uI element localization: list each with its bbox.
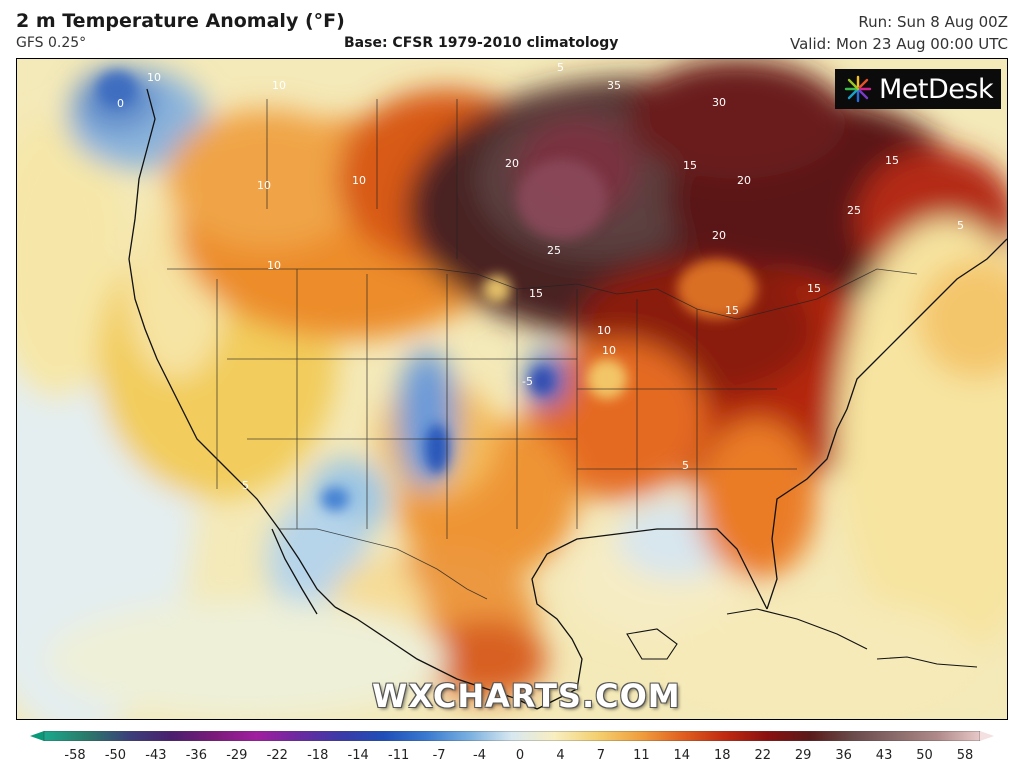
colorbar-gradient — [43, 731, 981, 741]
contour-label: 15 — [683, 159, 697, 172]
colorbar-tick-label: -58 — [64, 748, 86, 763]
colorbar-tick-label: -22 — [266, 748, 288, 763]
contour-label: 10 — [602, 344, 616, 357]
contour-label: 35 — [607, 79, 621, 92]
chart-title: 2 m Temperature Anomaly (°F) — [16, 10, 345, 32]
colorbar-tick-label: 14 — [673, 748, 691, 763]
contour-label: 25 — [847, 204, 861, 217]
colorbar-tick-label: 29 — [794, 748, 812, 763]
contour-label: 20 — [737, 174, 751, 187]
metdesk-logo-text: MetDesk — [879, 73, 994, 105]
contour-label: 10 — [257, 179, 271, 192]
contour-label: 30 — [712, 96, 726, 109]
contour-label: 20 — [712, 229, 726, 242]
wxcharts-watermark: WXCHARTS.COM — [372, 677, 681, 715]
colorbar-tick-label: -18 — [307, 748, 329, 763]
valid-time-label: Valid: Mon 23 Aug 00:00 UTC — [789, 35, 1008, 53]
colorbar-tick-label: -36 — [185, 748, 207, 763]
contour-label: 15 — [807, 282, 821, 295]
colorbar-tick-label: 43 — [875, 748, 893, 763]
colorbar-tick-label: 18 — [713, 748, 731, 763]
contour-label: 5 — [682, 459, 689, 472]
colorbar-tick-label: -29 — [226, 748, 248, 763]
anomaly-map: 10 10 10 10 10 10 10 15 15 15 15 15 20 2… — [16, 58, 1008, 720]
colorbar-left-arrow — [30, 731, 44, 741]
metdesk-burst-icon — [844, 75, 872, 103]
contour-label: -5 — [522, 375, 533, 388]
colorbar-right-arrow — [980, 731, 994, 741]
contour-label: 10 — [352, 174, 366, 187]
anomaly-map-canvas: 10 10 10 10 10 10 10 15 15 15 15 15 20 2… — [17, 59, 1007, 719]
climatology-base-label: Base: CFSR 1979-2010 climatology — [344, 35, 619, 51]
colorbar-tick-label: -11 — [388, 748, 410, 763]
caribbean-islands — [626, 608, 978, 668]
contour-label: 15 — [529, 287, 543, 300]
colorbar-tick-label: -4 — [473, 748, 487, 763]
run-time-label: Run: Sun 8 Aug 00Z — [858, 13, 1008, 31]
colorbar-tick-label: 58 — [956, 748, 974, 763]
model-label: GFS 0.25° — [16, 35, 87, 51]
colorbar-tick-label: 0 — [515, 748, 525, 763]
colorbar-tick-label: -14 — [347, 748, 369, 763]
colorbar-tick-label: 4 — [556, 748, 565, 763]
colorbar-tick-label: -43 — [145, 748, 167, 763]
contour-label: 20 — [505, 157, 519, 170]
colorbar-tick-label: -7 — [432, 748, 446, 763]
colorbar-tick-label: 22 — [754, 748, 771, 763]
coastlines — [128, 88, 1007, 710]
colorbar-tick-label: 7 — [596, 748, 606, 763]
anomaly-field — [17, 59, 1007, 719]
contour-label: 25 — [547, 244, 561, 257]
contour-label: 15 — [885, 154, 899, 167]
colorbar — [30, 731, 994, 741]
contour-label: 5 — [242, 479, 249, 492]
political-borders — [167, 99, 918, 600]
contour-label: 15 — [725, 304, 739, 317]
contour-labels: 10 10 10 10 10 10 10 15 15 15 15 15 20 2… — [117, 61, 964, 492]
contour-label: 5 — [957, 219, 964, 232]
colorbar-tick-label: 11 — [633, 748, 650, 763]
contour-label: 0 — [117, 97, 124, 110]
contour-label: 10 — [597, 324, 611, 337]
contour-label: 10 — [272, 79, 286, 92]
colorbar-labels: -58 -50 -43 -36 -29 -22 -18 -14 -11 -7 -4 0 4 7 11 14 18… — [30, 748, 994, 768]
colorbar-tick-label: -50 — [104, 748, 127, 763]
colorbar-tick-label: 36 — [835, 748, 852, 763]
colorbar-tick-label: 50 — [916, 748, 933, 763]
contour-label: 10 — [267, 259, 281, 272]
contour-label: 5 — [557, 61, 564, 74]
metdesk-logo: MetDesk — [835, 69, 1001, 109]
contour-label: 10 — [147, 71, 161, 84]
